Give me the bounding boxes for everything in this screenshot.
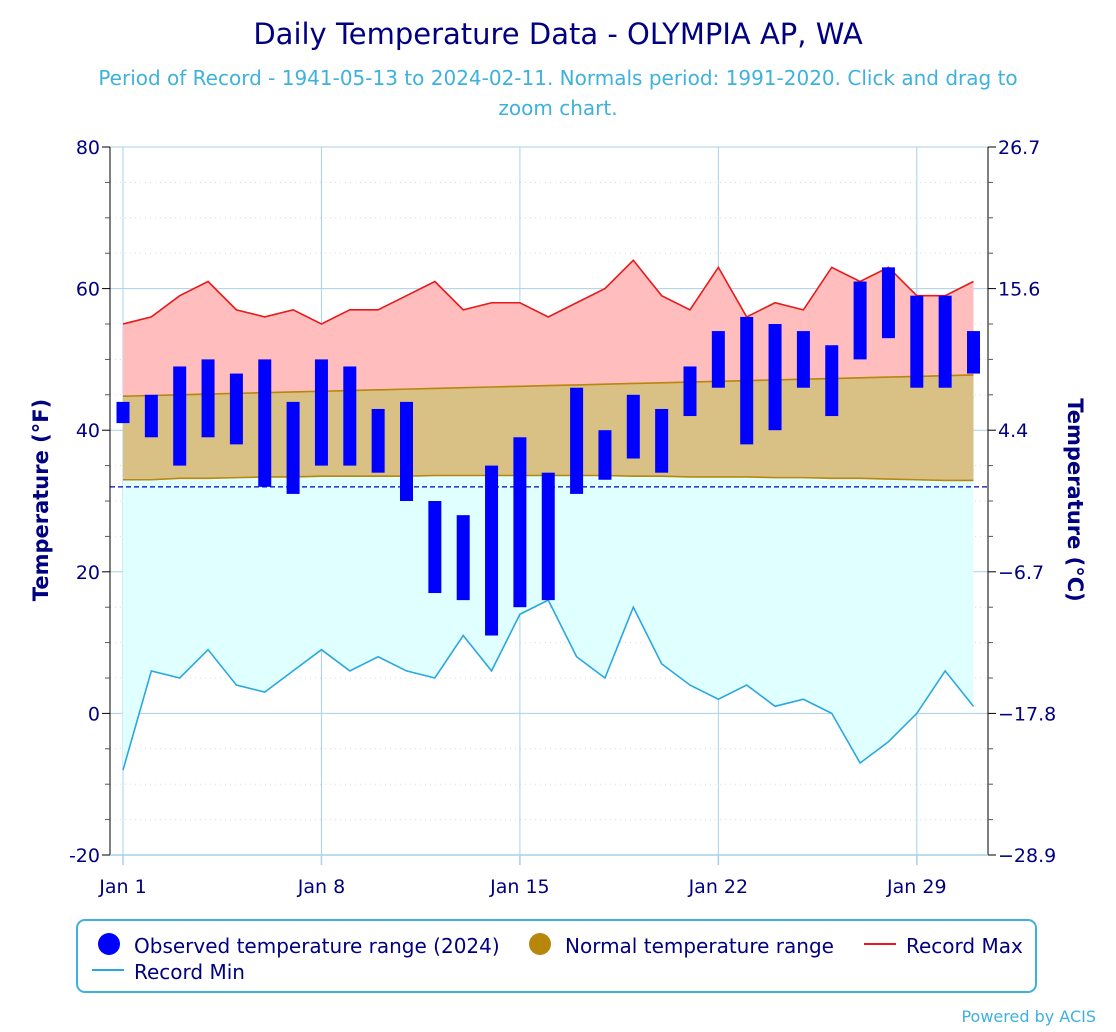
chart-title: Daily Temperature Data - OLYMPIA AP, WA: [253, 17, 862, 51]
observed-bar: [428, 501, 442, 594]
y-left-tick-label: 60: [76, 279, 100, 301]
observed-bar: [598, 430, 612, 480]
y-right-tick-label: 26.7: [998, 137, 1040, 159]
record-min-area: [123, 475, 974, 771]
x-tick-label: Jan 15: [489, 876, 550, 898]
observed-bar: [456, 515, 470, 601]
observed-bar: [513, 437, 527, 608]
observed-bar: [258, 359, 272, 487]
observed-bar: [229, 373, 243, 445]
observed-bar: [626, 394, 640, 459]
x-tick-label: Jan 29: [886, 876, 947, 898]
credit-link[interactable]: Powered by ACIS: [961, 1007, 1096, 1026]
legend-normal-label[interactable]: Normal temperature range: [565, 934, 834, 958]
observed-bar: [683, 366, 697, 417]
observed-bar: [711, 331, 725, 388]
observed-bar: [768, 324, 782, 431]
observed-bar: [286, 401, 300, 494]
y-right-tick-label: −28.9: [998, 845, 1056, 867]
y-right-tick-label: −6.7: [998, 562, 1044, 584]
range-areas: [110, 259, 988, 771]
observed-bar: [655, 408, 669, 473]
x-tick-label: Jan 8: [297, 876, 345, 898]
record-max-line: [122, 259, 974, 325]
y-left-tick-label: -20: [69, 845, 100, 867]
legend-observed-symbol[interactable]: [98, 933, 120, 955]
observed-bar: [173, 366, 187, 466]
observed-bar: [116, 401, 130, 424]
observed-bar: [853, 281, 867, 360]
legend-record-min-label[interactable]: Record Min: [134, 960, 245, 984]
legend-observed-label[interactable]: Observed temperature range (2024): [134, 934, 500, 958]
observed-bar: [570, 387, 584, 494]
y-left-tick-label: 0: [88, 703, 100, 725]
observed-bar: [967, 331, 980, 374]
observed-bar: [343, 366, 357, 466]
legend-box: [76, 919, 1037, 993]
observed-bar: [796, 331, 810, 388]
y-left-tick-label: 40: [76, 420, 100, 442]
observed-bar: [314, 359, 328, 466]
y-right-tick-label: 4.4: [998, 420, 1028, 442]
y-right-tick-label: 15.6: [998, 279, 1040, 301]
y-axis-label-right: Temperature (°C): [1063, 398, 1087, 601]
observed-bar: [910, 295, 924, 388]
x-tick-label: Jan 22: [688, 876, 749, 898]
observed-bar: [371, 408, 385, 473]
observed-bar: [144, 394, 158, 438]
y-left-tick-label: 80: [76, 137, 100, 159]
axes: -20 0 20 40 60 80 −28.9 −17.8 −6.7 4.4 15.6 26.7 Jan…: [69, 137, 1056, 898]
normal-range-area: [123, 374, 974, 481]
y-right-tick-label: −17.8: [998, 703, 1056, 725]
record-max-area: [123, 260, 974, 397]
observed-bar: [881, 267, 895, 339]
observed-bar: [485, 465, 499, 636]
legend-record-max-label[interactable]: Record Max: [906, 934, 1023, 958]
observed-bar: [541, 472, 555, 601]
legend: Observed temperature range (2024) Normal…: [76, 919, 1037, 993]
y-left-tick-label: 20: [76, 562, 100, 584]
observed-bar: [201, 359, 215, 438]
x-tick-label: Jan 1: [98, 876, 146, 898]
observed-bar: [740, 316, 754, 445]
observed-bar: [938, 295, 952, 388]
legend-normal-symbol[interactable]: [529, 933, 551, 955]
observed-bars: [116, 267, 980, 636]
observed-bar: [825, 345, 839, 417]
observed-bar: [400, 401, 413, 501]
y-axis-label-left: Temperature (°F): [29, 399, 53, 601]
chart-subtitle-line2: zoom chart.: [498, 96, 617, 120]
chart-subtitle-line1: Period of Record - 1941-05-13 to 2024-02…: [98, 66, 1017, 90]
